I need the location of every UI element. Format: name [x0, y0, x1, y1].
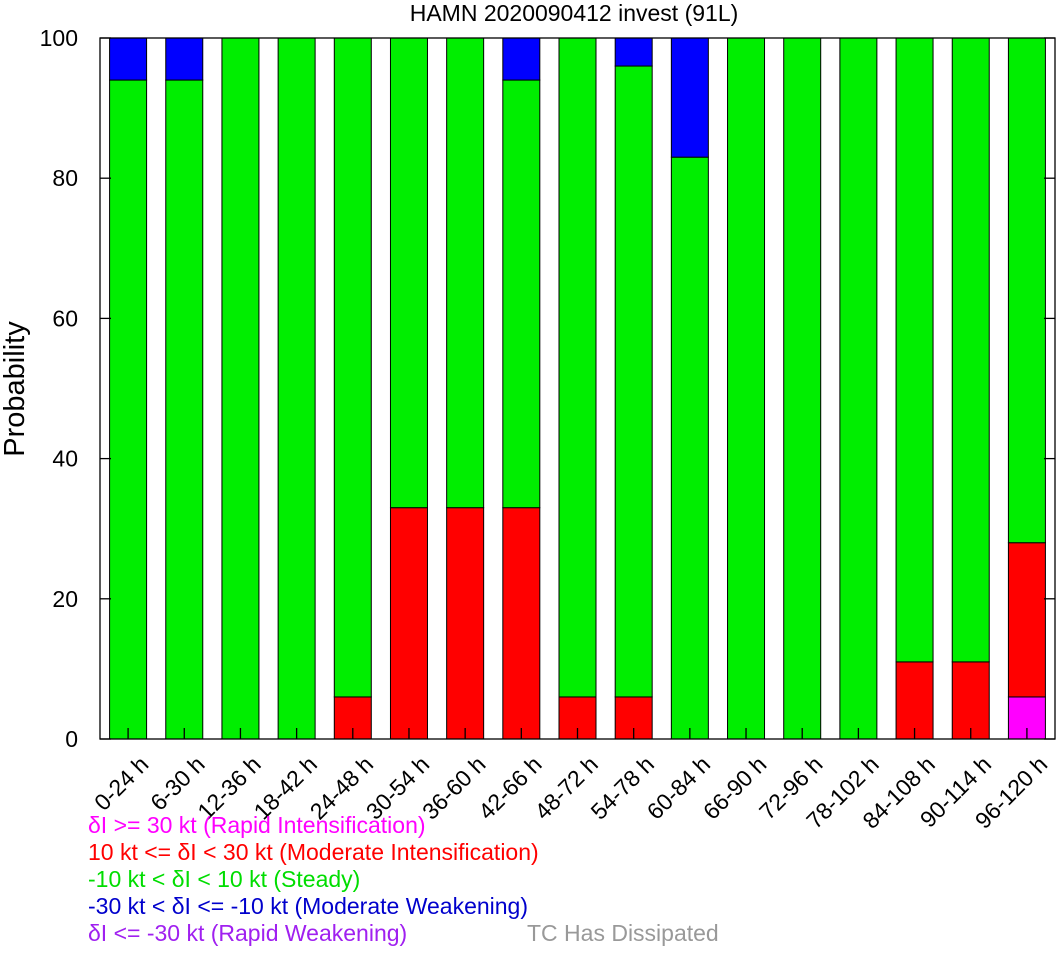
legend-entry: δI >= 30 kt (Rapid Intensification): [88, 812, 426, 838]
bar-steady: [221, 37, 260, 740]
legend-entry: TC Has Dissipated: [527, 920, 719, 946]
y-axis-label: Probability: [0, 321, 31, 457]
y-tick-label: 0: [65, 726, 78, 752]
bar-steady: [502, 79, 541, 509]
bar-moderate-intensification: [446, 507, 485, 740]
chart-title: HAMN 2020090412 invest (91L): [410, 0, 739, 26]
bar-steady: [1007, 37, 1046, 544]
x-tick-label: 0-24 h: [89, 751, 154, 816]
y-tick-label: 60: [52, 305, 78, 331]
bar-moderate-weakening: [165, 37, 204, 81]
bar-steady: [109, 79, 148, 740]
bar-steady: [446, 37, 485, 509]
bar-steady: [783, 37, 822, 740]
y-tick-label: 100: [40, 25, 78, 51]
legend-entry: -30 kt < δI <= -10 kt (Moderate Weakenin…: [88, 893, 529, 919]
bar-steady: [727, 37, 766, 740]
legend-entry: 10 kt <= δI < 30 kt (Moderate Intensific…: [88, 839, 539, 865]
y-tick-label: 80: [52, 165, 78, 191]
bar-moderate-intensification: [389, 507, 428, 740]
legend-entry: -10 kt < δI < 10 kt (Steady): [88, 866, 361, 892]
y-tick-label: 20: [52, 586, 78, 612]
bar-moderate-weakening: [614, 37, 653, 67]
bar-steady: [839, 37, 878, 740]
bar-moderate-weakening: [109, 37, 148, 81]
bar-steady: [333, 37, 372, 698]
bar-steady: [895, 37, 934, 663]
bar-moderate-weakening: [670, 37, 709, 158]
bar-steady: [670, 156, 709, 740]
legend-entry: δI <= -30 kt (Rapid Weakening): [88, 920, 408, 946]
bar-steady: [558, 37, 597, 698]
bar-steady: [614, 65, 653, 698]
bar-moderate-weakening: [502, 37, 541, 81]
bar-steady: [389, 37, 428, 509]
bar-moderate-intensification: [895, 661, 934, 740]
bar-steady: [951, 37, 990, 663]
bar-moderate-intensification: [951, 661, 990, 740]
bar-steady: [165, 79, 204, 740]
y-tick-label: 40: [52, 446, 78, 472]
bar-steady: [277, 37, 316, 740]
bar-moderate-intensification: [1007, 542, 1046, 698]
bar-moderate-intensification: [502, 507, 541, 740]
